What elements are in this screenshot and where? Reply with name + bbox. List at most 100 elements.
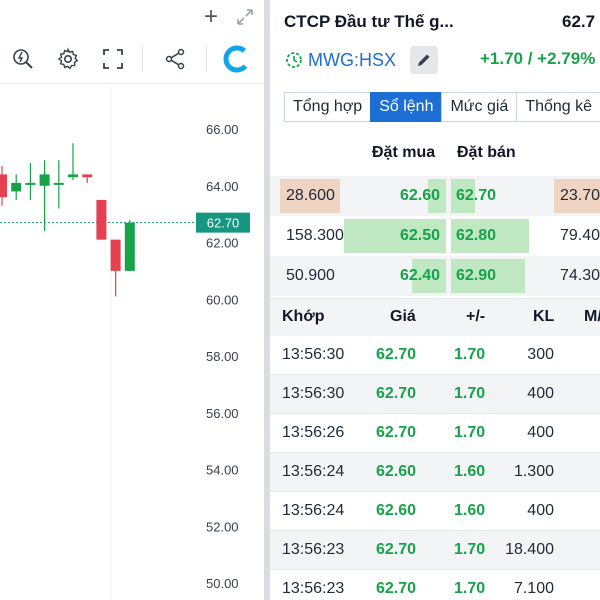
trade-row[interactable]: 13:56:26 62.70 1.70 400 (270, 414, 600, 453)
ticker-row[interactable]: MWG:HSX (284, 46, 396, 74)
trade-price: 62.60 (376, 463, 417, 480)
col-volume-header: KL (533, 308, 555, 325)
trade-change: 1.70 (454, 424, 486, 441)
price-axis-tick: 60.00 (206, 292, 239, 307)
trade-time: 13:56:26 (282, 424, 345, 441)
price-axis-tick: 52.00 (206, 519, 239, 534)
candle-body (0, 174, 7, 198)
orderbook-row[interactable]: 28.600 62.60 62.70 23.70 (270, 176, 600, 216)
fullscreen-icon[interactable] (98, 44, 128, 74)
toolbar-divider (206, 46, 207, 72)
bid-volume: 28.600 (280, 179, 340, 213)
lightning-search-icon[interactable] (8, 44, 38, 74)
ask-volume: 23.70 (554, 179, 600, 213)
tab-statistics[interactable]: Thống kê (516, 92, 600, 122)
trades-header: Khớp Giá +/- KL M/ (270, 298, 600, 336)
price-axis-tick: 62.00 (206, 236, 239, 251)
candlestick-chart[interactable]: 66.00 64.00 62.00 60.00 58.00 56.00 54.00 52.00… (0, 85, 264, 600)
trade-row[interactable]: 13:56:30 62.70 1.70 300 (270, 336, 600, 375)
price-axis-tick: 54.00 (206, 463, 239, 478)
ask-volume: 74.30 (560, 267, 600, 284)
tab-order-book[interactable]: Sổ lệnh (370, 92, 443, 122)
bid-header: Đặt mua (372, 144, 436, 161)
share-icon[interactable] (160, 44, 190, 74)
candle-body (11, 182, 22, 192)
trade-change: 1.70 (454, 580, 486, 597)
trade-volume: 400 (527, 385, 554, 402)
chart-topbar: + (0, 0, 264, 36)
current-price-tag: 62.70 (196, 212, 250, 233)
trade-time: 13:56:30 (282, 385, 345, 402)
trade-price: 62.70 (376, 346, 417, 363)
chart-canvas: 66.00 64.00 62.00 60.00 58.00 56.00 54.00 52.00… (0, 85, 250, 600)
bid-price: 62.60 (399, 187, 440, 204)
trade-change: 1.70 (454, 346, 486, 363)
brand-logo-icon[interactable] (222, 44, 252, 74)
ask-depth-bar (451, 179, 475, 213)
toolbar-divider (142, 46, 143, 72)
col-price-header: Giá (390, 308, 416, 325)
stock-name: CTCP Đầu tư Thế g... (284, 12, 454, 31)
bid-depth-bar (428, 179, 446, 213)
trade-time: 13:56:23 (282, 580, 345, 597)
chart-pane: + 66.00 64.00 62.00 60.00 58.00 56.00 54.00 52.… (0, 0, 264, 600)
orderbook-row[interactable]: 50.900 62.40 62.90 74.30 (270, 256, 600, 296)
candle-body (53, 182, 64, 185)
trade-row[interactable]: 13:56:23 62.70 1.70 7.100 (270, 570, 600, 600)
trade-row[interactable]: 13:56:23 62.70 1.70 18.400 (270, 531, 600, 570)
stock-price: 62.7 (562, 12, 596, 31)
col-change-header: +/- (466, 308, 486, 325)
candle-body (110, 239, 121, 271)
ask-header: Đặt bán (457, 144, 516, 161)
expand-arrows-icon[interactable] (232, 4, 258, 30)
live-clock-icon (284, 50, 304, 70)
price-axis-tick: 66.00 (206, 122, 239, 137)
ticker-symbol[interactable]: MWG:HSX (308, 49, 396, 70)
stock-detail-panel: CTCP Đầu tư Thế g... 62.7 MWG:HSX +1.70 … (270, 0, 600, 600)
trade-price: 62.70 (376, 541, 417, 558)
candle-body (124, 222, 135, 271)
trade-time: 13:56:24 (282, 463, 345, 480)
bid-price: 62.40 (399, 267, 440, 284)
price-axis-tick: 56.00 (206, 406, 239, 421)
pencil-icon[interactable] (410, 46, 438, 74)
trade-change: 1.60 (454, 502, 486, 519)
tab-overview[interactable]: Tổng hợp (284, 92, 372, 122)
ask-price: 62.90 (456, 267, 497, 284)
pane-divider[interactable] (264, 0, 270, 600)
bid-depth-bar (412, 259, 446, 293)
trade-volume: 18.400 (505, 541, 554, 558)
bid-volume: 50.900 (286, 267, 335, 284)
trade-row[interactable]: 13:56:24 62.60 1.60 400 (270, 492, 600, 531)
ask-volume: 79.40 (560, 227, 600, 244)
trade-volume: 300 (527, 346, 554, 363)
orderbook-header: Đặt mua Đặt bán (270, 134, 600, 172)
candle-body (96, 199, 107, 240)
bid-depth-bar (344, 219, 446, 253)
trade-volume: 7.100 (513, 580, 554, 597)
trade-row[interactable]: 13:56:24 62.60 1.60 1.300 (270, 453, 600, 492)
trade-price: 62.70 (376, 580, 417, 597)
chart-toolbar (0, 36, 264, 84)
plus-icon[interactable]: + (203, 3, 218, 30)
tab-price-levels[interactable]: Mức giá (441, 92, 518, 122)
trade-time: 13:56:24 (282, 502, 345, 519)
trade-price: 62.60 (376, 502, 417, 519)
trade-volume: 400 (527, 424, 554, 441)
price-axis-tick: 58.00 (206, 349, 239, 364)
trade-volume: 400 (527, 502, 554, 519)
trade-price: 62.70 (376, 385, 417, 402)
orderbook-row[interactable]: 158.300 62.50 62.80 79.40 (270, 216, 600, 256)
trade-change: 1.60 (454, 463, 486, 480)
trade-row[interactable]: 13:56:30 62.70 1.70 400 (270, 375, 600, 414)
price-axis-tick: 64.00 (206, 179, 239, 194)
ask-price: 62.80 (456, 227, 497, 244)
ask-price: 62.70 (456, 187, 497, 204)
trade-change: 1.70 (454, 541, 486, 558)
gear-icon[interactable] (53, 44, 83, 74)
trade-change: 1.70 (454, 385, 486, 402)
candle-body (82, 174, 93, 178)
current-price-label: 62.70 (207, 216, 240, 231)
bid-volume: 158.300 (286, 227, 344, 244)
candle-body (25, 182, 36, 185)
